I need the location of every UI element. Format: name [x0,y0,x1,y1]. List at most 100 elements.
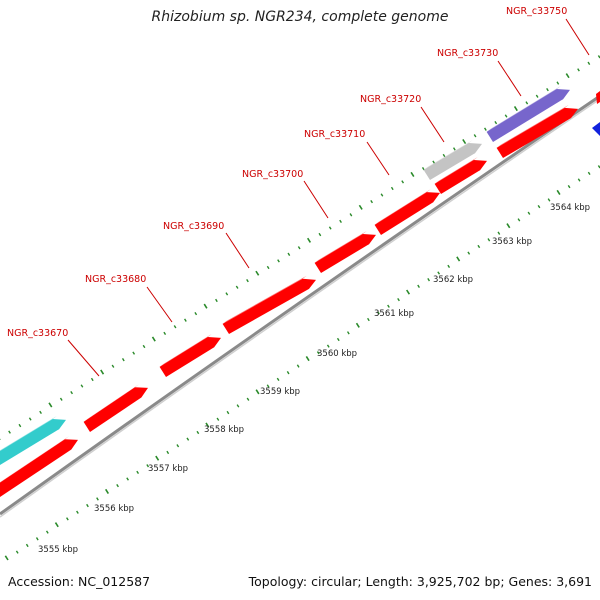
inner-tick [427,278,431,282]
inner-tick [196,430,200,435]
kbp-label: 3555 kbp [38,545,78,555]
gene-arrow-gray-top [423,139,473,170]
outer-tick [565,73,570,79]
outer-tick [121,358,125,362]
inner-tick [116,484,119,488]
gene-label-leader [303,180,329,219]
inner-tick [577,178,581,182]
gene-arrow [314,233,376,273]
inner-tick [136,470,140,475]
gene-arrow [496,107,578,158]
inner-tick [547,198,551,202]
gene-arrow-edge [596,91,600,104]
accession-text: Accession: NC_012587 [8,574,151,589]
outer-tick [556,81,560,85]
genome-title: Rhizobium sp. NGR234, complete genome [151,9,449,25]
gene-arrow [434,160,487,194]
outer-tick [59,397,63,401]
gene-arrow-cyan-top [0,415,57,451]
kbp-label: 3563 kbp [492,237,532,247]
outer-tick [18,423,22,428]
outer-tick [48,402,53,408]
kbp-tick-row [4,165,600,561]
gene-label-leader [366,141,390,176]
inner-tick [186,437,190,441]
gene-label-leader [497,60,522,97]
inner-tick [305,356,310,362]
gene-arrow [222,278,316,334]
outer-tick [504,114,508,118]
outer-tick [452,147,456,151]
outer-tick [255,270,260,276]
outer-tick [70,390,74,395]
outer-tick [380,193,384,197]
outer-tick [287,252,291,256]
outer-tick [100,369,105,375]
gene-label-group: NGR_c33670 NGR_c33680 NGR_c33690 NGR_c33700… [7,6,590,377]
gene-arrow-top [159,334,212,367]
outer-tick [307,237,312,243]
outer-tick [473,134,477,138]
inner-tick [477,244,481,249]
inner-tick [266,384,270,388]
gene-arrow-top [374,189,431,225]
inner-tick [417,284,420,288]
inner-tick [96,497,99,501]
gene-arrow-top [314,230,367,263]
genome-summary-text: Topology: circular; Length: 3,925,702 bp… [248,574,592,589]
outer-tick [370,199,374,204]
outer-tick [339,219,342,224]
inner-tick [4,555,9,561]
inner-tick [166,450,170,455]
kbp-label-group: 3555 kbp 3556 kbp 3557 kbp 3558 kbp 3559 kbp… [38,203,590,555]
kbp-label: 3557 kbp [148,464,188,474]
outer-tick [535,94,539,98]
kbp-label: 3561 kbp [374,309,414,319]
gene-label: NGR_c33720 [360,94,421,105]
inner-tick [397,297,400,302]
inner-tick [205,422,210,428]
outer-tick [28,417,32,421]
outer-tick [225,292,229,296]
outer-tick [246,279,249,283]
gene-arrow-blue [592,122,600,136]
outer-tick [39,410,42,415]
inner-tick [316,351,320,355]
outer-tick [577,68,580,72]
outer-tick [546,88,549,92]
inner-tick [45,530,49,534]
inner-tick [146,464,150,468]
outer-tick [203,303,208,309]
gene-arrow-gray [423,142,482,180]
kbp-label: 3560 kbp [317,349,357,359]
inner-tick [15,550,19,554]
outer-tick [513,106,518,112]
gene-arrow-top [434,157,478,184]
kbp-label: 3564 kbp [550,203,590,213]
gene-label: NGR_c33700 [242,169,303,180]
gene-arrow [0,439,78,497]
outer-tick [266,265,270,270]
inner-tick [456,256,461,262]
gene-label-leader [225,232,250,269]
gene-arrow-top [83,384,139,422]
outer-tick [525,101,529,105]
inner-tick [176,444,180,448]
outer-tick [184,318,187,322]
gene-arrow-purple-top [486,86,561,132]
inner-tick [556,189,561,196]
gene-label: NGR_c33710 [304,129,365,140]
gene-label-leader [420,106,445,143]
outer-tick [163,331,167,335]
kbp-label: 3556 kbp [94,504,134,514]
inner-tick [104,488,110,494]
inner-tick [517,218,521,222]
inner-tick [467,251,471,255]
genome-backbone-shadow [0,98,600,518]
outer-tick [390,186,394,191]
outer-tick [151,336,156,342]
genome-backbone [0,94,600,516]
inner-tick [447,264,451,269]
outer-tick [215,298,218,303]
gene-label-leader [146,286,173,323]
